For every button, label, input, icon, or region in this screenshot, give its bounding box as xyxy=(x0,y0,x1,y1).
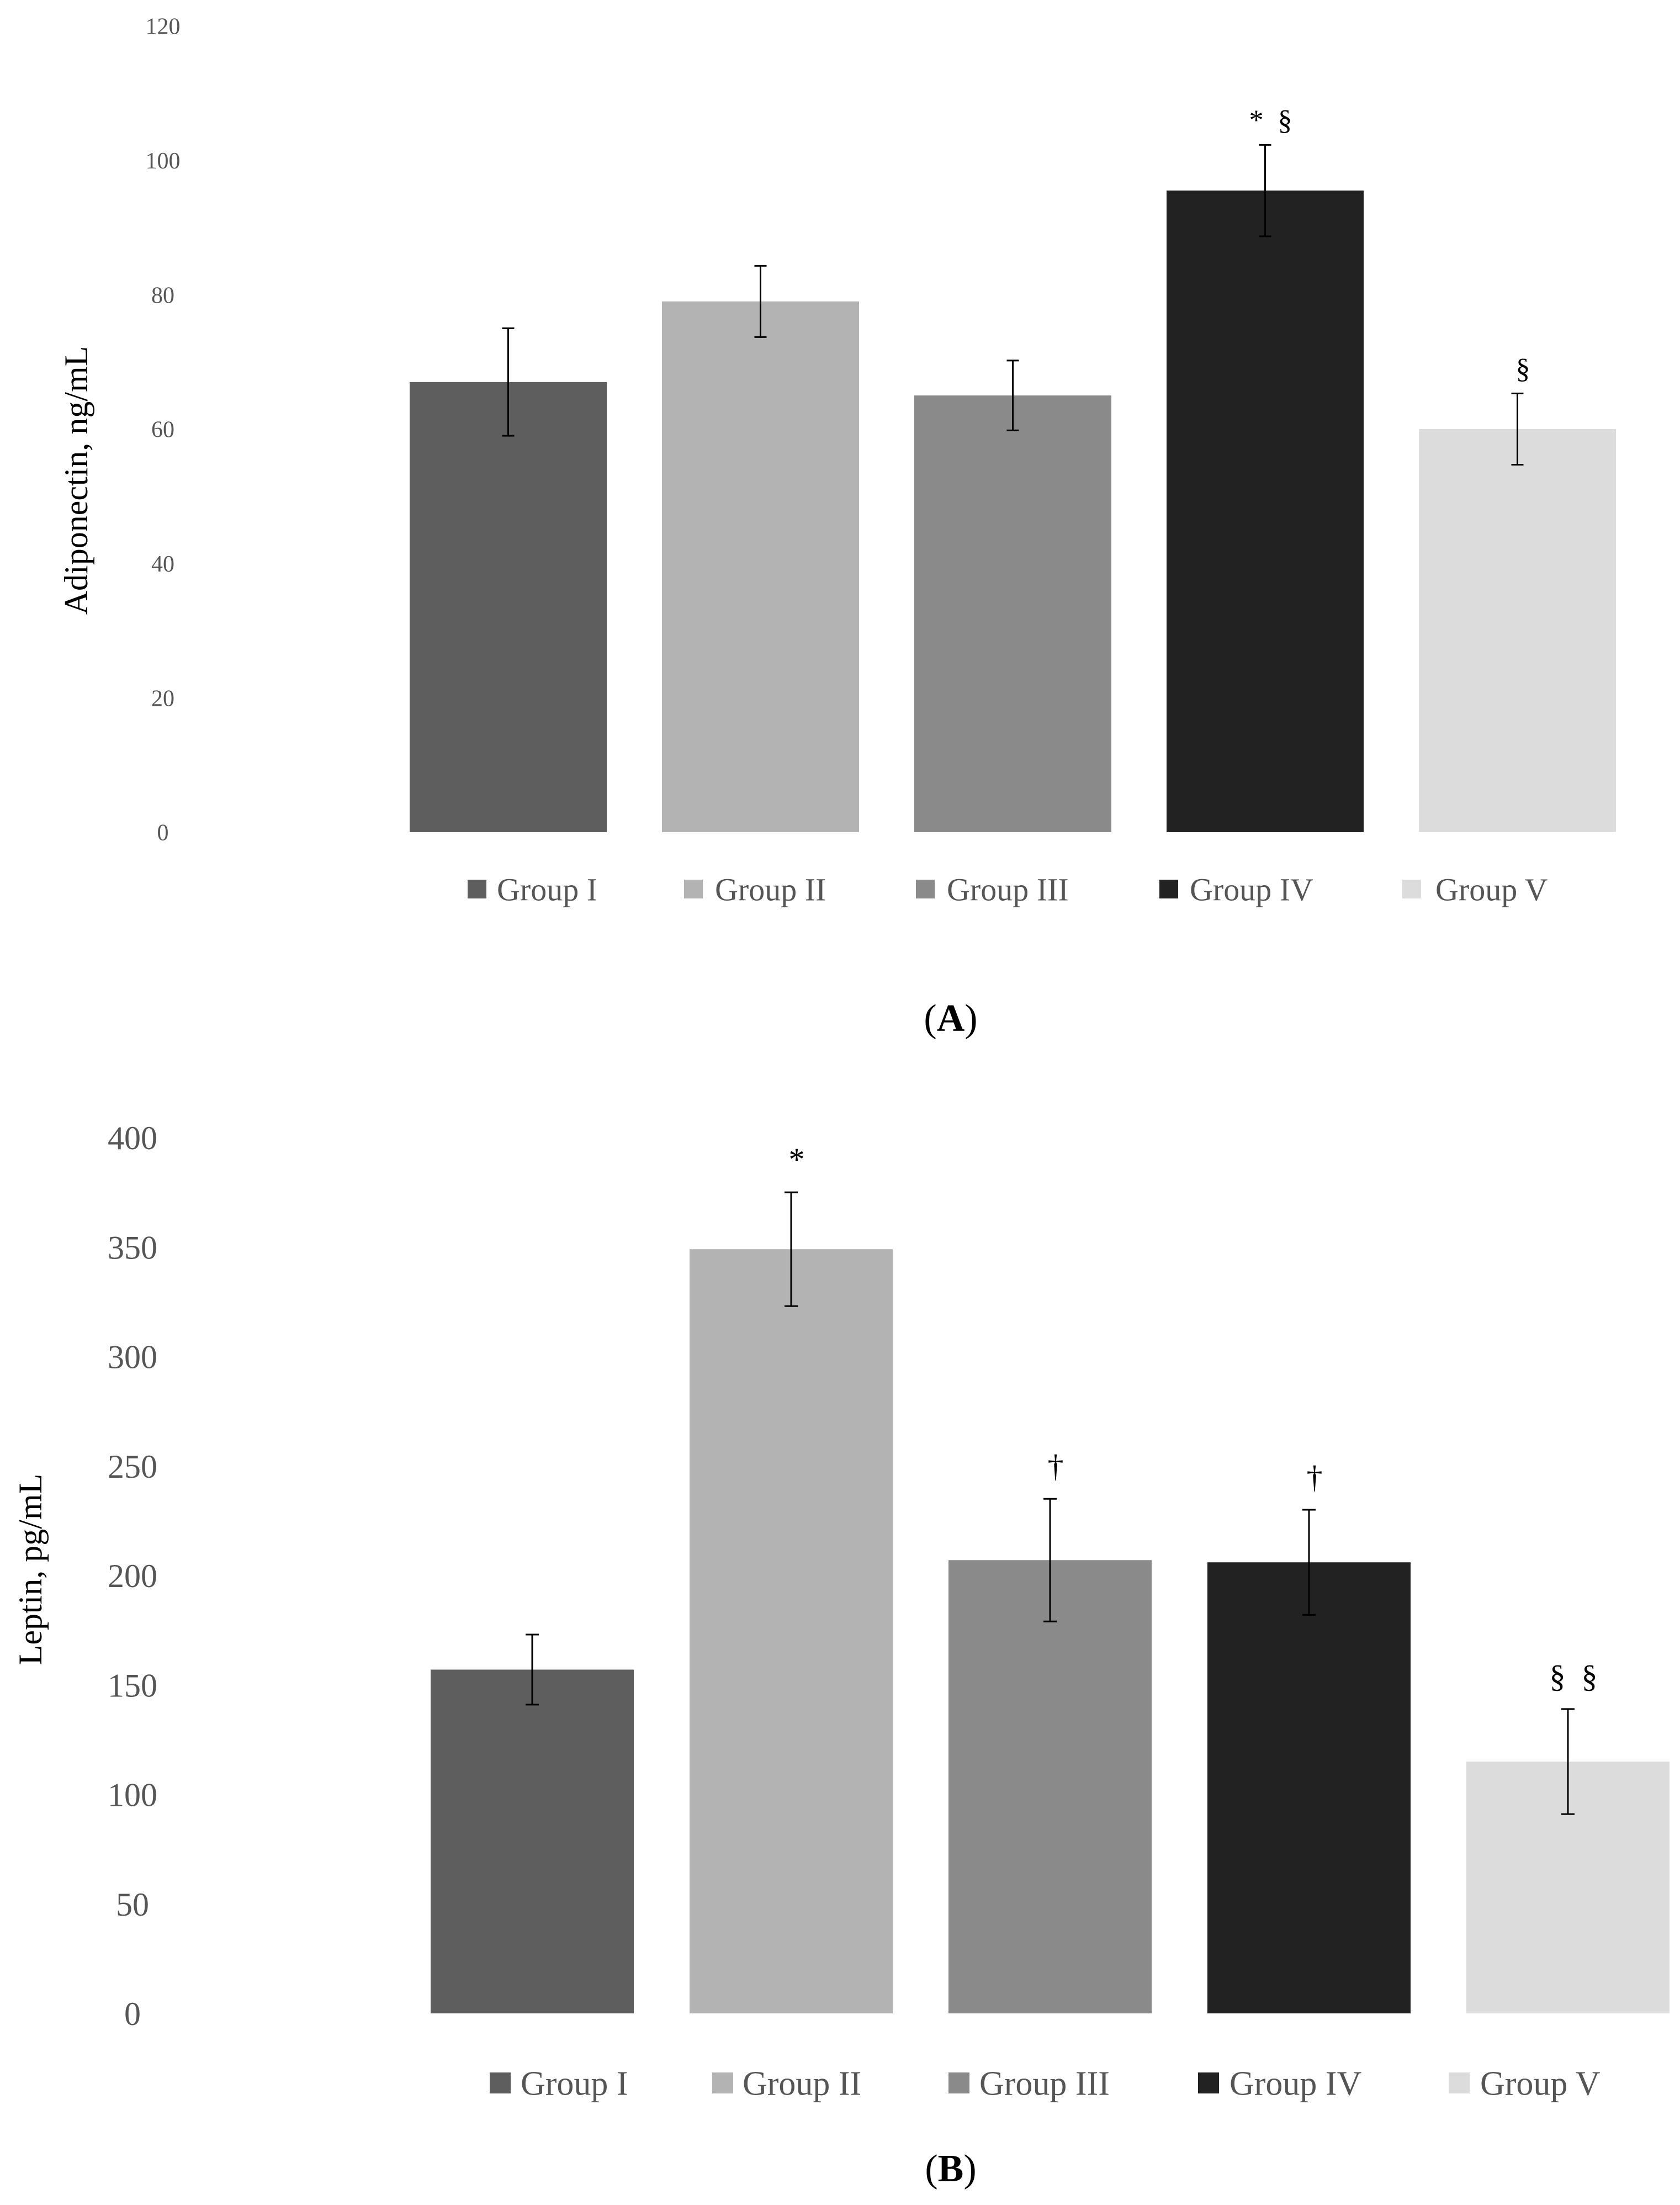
legend-swatch xyxy=(712,2072,733,2093)
panel-b-significance-mark-group-iii: † xyxy=(1048,1448,1064,1484)
panel-a-significance-mark-group-iv: * § xyxy=(1249,104,1292,136)
panel-a-y-ticks: 0 20 40 60 80 100 120 xyxy=(146,14,181,846)
panel-b-y-tick-label: 0 xyxy=(124,1996,141,2032)
panel-a-y-tick-label: 0 xyxy=(157,821,169,846)
legend-label: Group V xyxy=(1435,871,1548,907)
panel-b-y-axis-title: Leptin, pg/mL xyxy=(12,1474,49,1665)
legend-label: Group V xyxy=(1480,2065,1600,2103)
panel-b-significance-mark-group-ii: * xyxy=(789,1141,805,1177)
legend-swatch xyxy=(1449,2072,1470,2093)
legend-swatch xyxy=(916,880,935,898)
panel-a-legend-item-group-v: Group V xyxy=(1402,871,1548,907)
legend-swatch xyxy=(1159,880,1178,898)
legend-swatch xyxy=(468,880,486,898)
panel-a-y-tick-label: 20 xyxy=(151,686,174,711)
legend-label: Group II xyxy=(715,871,826,907)
panel-a-error-bar-group-iii xyxy=(1006,359,1019,431)
panel-b-legend-item-group-ii: Group II xyxy=(712,2065,861,2103)
panel-a-bar-group-v xyxy=(1419,429,1616,832)
panel-b-leptin-chart: Leptin, pg/mL 0 50 100 150 200 250 300 350 400 *… xyxy=(12,1120,1670,2190)
panel-a-bar-group-ii xyxy=(662,301,859,832)
legend-label: Group I xyxy=(521,2065,628,2103)
panel-a-y-tick-label: 60 xyxy=(151,417,174,443)
panel-a-significance-mark-group-v: § xyxy=(1516,353,1530,385)
panel-b-error-bars xyxy=(526,1191,1575,1815)
panel-b-legend-item-group-iii: Group III xyxy=(948,2065,1110,2103)
panel-a-bar-group-i xyxy=(410,382,607,832)
panel-b-y-tick-label: 350 xyxy=(108,1229,157,1266)
panel-b-y-tick-label: 50 xyxy=(116,1886,149,1923)
panel-a-legend-item-group-ii: Group II xyxy=(684,871,826,907)
panel-b-significance-mark-group-v: § § xyxy=(1550,1658,1598,1694)
panel-b-error-bar-group-iii xyxy=(1043,1498,1057,1622)
panel-a-legend: Group I Group II Group III Group IV Group V xyxy=(468,871,1548,907)
panel-a-error-bar-group-ii xyxy=(754,265,767,338)
panel-b-bar-group-i xyxy=(431,1669,634,2013)
panel-b-bar-group-ii xyxy=(690,1249,893,2013)
legend-swatch xyxy=(1402,880,1421,898)
legend-swatch xyxy=(684,880,703,898)
legend-label: Group II xyxy=(743,2065,861,2103)
panel-b-y-tick-label: 100 xyxy=(108,1777,157,1813)
panel-a-error-bar-group-i xyxy=(502,327,515,437)
panel-a-legend-item-group-iii: Group III xyxy=(916,871,1069,907)
panel-b-y-tick-label: 200 xyxy=(108,1558,157,1594)
legend-label: Group III xyxy=(947,871,1069,907)
panel-a-y-axis-title: Adiponectin, ng/mL xyxy=(58,346,94,615)
panel-b-y-tick-label: 300 xyxy=(108,1339,157,1376)
legend-label: Group IV xyxy=(1229,2065,1362,2103)
panel-b-error-bar-group-ii xyxy=(785,1191,798,1307)
panel-b-bar-group-iii xyxy=(948,1560,1152,2013)
panel-b-significance-marks: * † † § § xyxy=(789,1141,1598,1694)
panel-a-y-tick-label: 80 xyxy=(151,283,174,308)
legend-swatch xyxy=(948,2072,969,2093)
panel-b-legend-item-group-v: Group V xyxy=(1449,2065,1600,2103)
panel-a-y-tick-label: 40 xyxy=(151,552,174,577)
panel-a-y-tick-label: 120 xyxy=(146,14,181,40)
panel-a-bar-group-iii xyxy=(914,395,1111,832)
panel-b-y-tick-label: 400 xyxy=(108,1120,157,1156)
panel-b-y-ticks: 0 50 100 150 200 250 300 350 400 xyxy=(108,1120,157,2032)
panel-a-error-bars xyxy=(502,144,1524,466)
panel-a-legend-item-group-iv: Group IV xyxy=(1159,871,1313,907)
legend-label: Group IV xyxy=(1190,871,1313,907)
panel-b-legend-item-group-iv: Group IV xyxy=(1198,2065,1362,2103)
panel-a-bars xyxy=(410,191,1616,832)
panel-a-label: (A) xyxy=(924,997,977,1040)
panel-b-y-tick-label: 150 xyxy=(108,1667,157,1704)
legend-label: Group III xyxy=(979,2065,1110,2103)
panel-b-label: (B) xyxy=(925,2148,976,2190)
panel-b-legend-item-group-i: Group I xyxy=(490,2065,628,2103)
legend-swatch xyxy=(490,2072,511,2093)
panel-b-error-bar-group-v xyxy=(1561,1708,1575,1815)
panel-a-legend-item-group-i: Group I xyxy=(468,871,597,907)
panel-a-bar-group-iv xyxy=(1167,191,1364,832)
panel-b-error-bar-group-iv xyxy=(1302,1509,1316,1616)
panel-b-bar-group-iv xyxy=(1207,1562,1411,2013)
panel-a-error-bar-group-iv xyxy=(1259,144,1271,237)
panel-a-y-tick-label: 100 xyxy=(146,149,181,174)
panel-b-error-bar-group-i xyxy=(526,1633,539,1706)
panel-b-legend: Group I Group II Group III Group IV Group V xyxy=(490,2065,1600,2103)
panel-b-y-tick-label: 250 xyxy=(108,1448,157,1485)
panel-b-bars xyxy=(431,1249,1670,2013)
panel-a-significance-marks: * § § xyxy=(1249,104,1530,384)
panel-b-significance-mark-group-iv: † xyxy=(1307,1459,1323,1495)
legend-swatch xyxy=(1198,2072,1219,2093)
legend-label: Group I xyxy=(497,871,597,907)
panel-a-error-bar-group-v xyxy=(1511,393,1524,466)
